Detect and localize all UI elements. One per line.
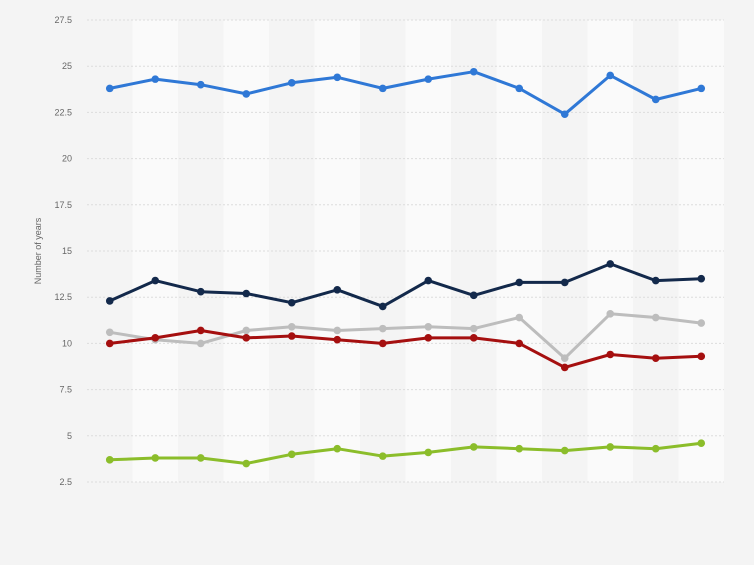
data-point <box>105 456 114 464</box>
data-point <box>287 450 296 459</box>
data-point <box>424 322 433 331</box>
y-axis-tick-labels: 2.5 5 7.5 10 12.5 15 17.5 20 22.5 25 27.5 <box>54 15 72 487</box>
data-point <box>242 326 251 335</box>
y-axis-label: Number of years <box>33 217 43 284</box>
data-point <box>469 291 478 300</box>
column-band <box>314 20 360 482</box>
data-point <box>469 334 478 342</box>
y-tick-label: 15 <box>62 246 72 256</box>
data-point <box>651 95 660 104</box>
data-point <box>560 354 569 362</box>
data-point <box>651 444 660 453</box>
series-line-2 <box>108 262 703 308</box>
data-point <box>697 274 706 283</box>
data-point <box>606 310 615 318</box>
series-lines <box>105 67 706 468</box>
data-point <box>105 339 114 348</box>
data-point <box>287 79 296 87</box>
data-point <box>151 334 160 342</box>
data-point <box>697 84 706 93</box>
y-tick-label: 12.5 <box>54 292 72 302</box>
data-point <box>105 297 114 305</box>
data-point <box>242 90 251 98</box>
data-point <box>560 110 569 119</box>
data-point <box>515 313 524 322</box>
series-line-1 <box>108 70 703 116</box>
data-point <box>424 276 433 285</box>
data-point <box>333 73 342 82</box>
data-point <box>333 326 342 335</box>
y-tick-label: 27.5 <box>54 15 72 25</box>
y-tick-label: 10 <box>62 338 72 348</box>
data-point <box>151 276 160 285</box>
data-point <box>469 443 478 451</box>
data-point <box>606 443 615 451</box>
y-tick-label: 7.5 <box>59 385 72 395</box>
data-point <box>606 350 615 359</box>
data-point <box>560 278 569 287</box>
data-point <box>606 260 615 268</box>
data-point <box>333 286 342 294</box>
data-point <box>378 452 387 460</box>
data-point <box>242 289 251 298</box>
data-point <box>606 71 615 80</box>
data-point <box>424 448 433 457</box>
data-point <box>697 352 706 361</box>
data-point <box>378 84 387 93</box>
data-point <box>287 322 296 331</box>
y-tick-label: 5 <box>67 431 72 441</box>
data-point <box>196 326 205 335</box>
y-tick-label: 17.5 <box>54 200 72 210</box>
data-point <box>196 80 205 89</box>
data-point <box>242 459 251 468</box>
data-point <box>651 276 660 285</box>
data-point <box>196 339 205 348</box>
y-tick-label: 20 <box>62 154 72 164</box>
data-point <box>196 454 205 462</box>
data-point <box>469 67 478 76</box>
data-point <box>378 339 387 348</box>
y-tick-label: 25 <box>62 61 72 71</box>
y-tick-label: 22.5 <box>54 107 72 117</box>
data-point <box>560 363 569 372</box>
data-point <box>287 298 296 307</box>
data-point <box>651 354 660 362</box>
data-point <box>151 454 160 462</box>
data-point <box>196 287 205 296</box>
data-point <box>697 319 706 327</box>
data-point <box>333 335 342 344</box>
data-point <box>151 75 160 83</box>
data-point <box>424 334 433 342</box>
series-line-5 <box>108 441 703 465</box>
y-tick-label: 2.5 <box>59 477 72 487</box>
data-point <box>242 334 251 342</box>
data-point <box>651 313 660 322</box>
data-point <box>287 332 296 340</box>
data-point <box>515 278 524 287</box>
data-point <box>697 439 706 447</box>
column-band <box>451 20 497 482</box>
data-point <box>424 75 433 83</box>
data-point <box>515 339 524 348</box>
data-point <box>105 328 114 337</box>
data-point <box>469 324 478 333</box>
data-point <box>378 302 387 311</box>
data-point <box>105 84 114 93</box>
series-line-3 <box>108 312 703 360</box>
data-point <box>515 84 524 93</box>
data-point <box>560 446 569 455</box>
data-point <box>333 444 342 453</box>
series-line-4 <box>108 329 703 369</box>
data-point <box>378 324 387 333</box>
data-point <box>515 444 524 453</box>
